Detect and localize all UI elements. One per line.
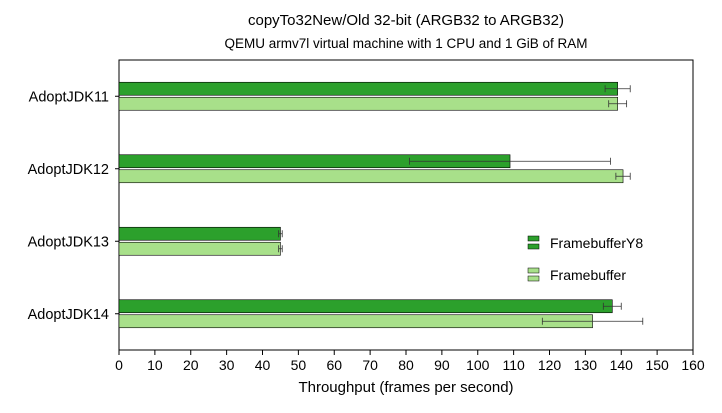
legend-swatch-bottom xyxy=(527,275,540,282)
x-axis-label: Throughput (frames per second) xyxy=(298,379,513,396)
chart-subtitle: QEMU armv7l virtual machine with 1 CPU a… xyxy=(224,36,587,51)
error-bar-adoptjdk11-framebuffer xyxy=(608,100,628,108)
x-axis: 0 10 20 30 40 50 60 70 80 90 100 110 120 130 140 150 160 xyxy=(115,350,705,373)
bar-adoptjdk14-framebuffer xyxy=(118,314,593,329)
bars-group xyxy=(118,81,644,329)
error-bar-adoptjdk13-framebuffer xyxy=(278,245,283,253)
x-tick-label: 10 xyxy=(147,357,163,373)
category-label-adoptjdk13: AdoptJDK13 xyxy=(28,234,109,250)
legend-swatch-bottom xyxy=(527,243,540,250)
error-bar-adoptjdk11-framebuffery8 xyxy=(604,85,631,93)
error-bar-adoptjdk14-framebuffer xyxy=(541,317,644,325)
x-tick-label: 140 xyxy=(610,357,634,373)
category-label-adoptjdk12: AdoptJDK12 xyxy=(28,162,109,178)
legend-item-framebuffery8: FramebufferY8 xyxy=(527,235,643,251)
x-tick-label: 120 xyxy=(538,357,562,373)
error-bar-adoptjdk14-framebuffery8 xyxy=(602,302,622,310)
x-tick-label: 130 xyxy=(574,357,598,373)
error-bar-adoptjdk13-framebuffery8 xyxy=(278,230,283,238)
bar-adoptjdk13-framebuffery8 xyxy=(118,226,281,241)
x-tick-label: 150 xyxy=(645,357,669,373)
x-tick-label: 40 xyxy=(255,357,271,373)
y-axis: AdoptJDK11 AdoptJDK12 AdoptJDK13 AdoptJDK14 xyxy=(28,89,119,323)
x-tick-label: 0 xyxy=(115,357,123,373)
x-tick-label: 80 xyxy=(398,357,414,373)
category-label-adoptjdk14: AdoptJDK14 xyxy=(28,307,109,323)
x-tick-label: 30 xyxy=(219,357,235,373)
x-tick-label: 100 xyxy=(466,357,490,373)
legend-label-framebuffery8: FramebufferY8 xyxy=(550,235,643,251)
bar-adoptjdk14-framebuffery8 xyxy=(118,299,613,314)
x-tick-label: 90 xyxy=(434,357,450,373)
legend-label-framebuffer: Framebuffer xyxy=(550,267,626,283)
x-tick-label: 110 xyxy=(502,357,525,373)
x-tick-label: 50 xyxy=(291,357,307,373)
x-tick-label: 160 xyxy=(681,357,705,373)
legend: FramebufferY8 Framebuffer xyxy=(527,235,643,283)
x-tick-label: 70 xyxy=(362,357,378,373)
legend-item-framebuffer: Framebuffer xyxy=(527,267,626,283)
bar-adoptjdk12-framebuffer xyxy=(118,169,624,184)
error-bar-adoptjdk12-framebuffery8 xyxy=(409,157,611,165)
bar-adoptjdk13-framebuffer xyxy=(118,241,281,256)
legend-swatch-top xyxy=(527,235,540,242)
bar-adoptjdk11-framebuffery8 xyxy=(118,81,618,96)
error-bar-adoptjdk12-framebuffer xyxy=(615,172,631,180)
bar-adoptjdk11-framebuffer xyxy=(118,96,618,111)
category-label-adoptjdk11: AdoptJDK11 xyxy=(29,89,109,105)
x-tick-label: 60 xyxy=(326,357,342,373)
x-tick-label: 20 xyxy=(183,357,199,373)
legend-swatch-top xyxy=(527,267,540,274)
chart-title: copyTo32New/Old 32-bit (ARGB32 to ARGB32… xyxy=(248,12,564,29)
